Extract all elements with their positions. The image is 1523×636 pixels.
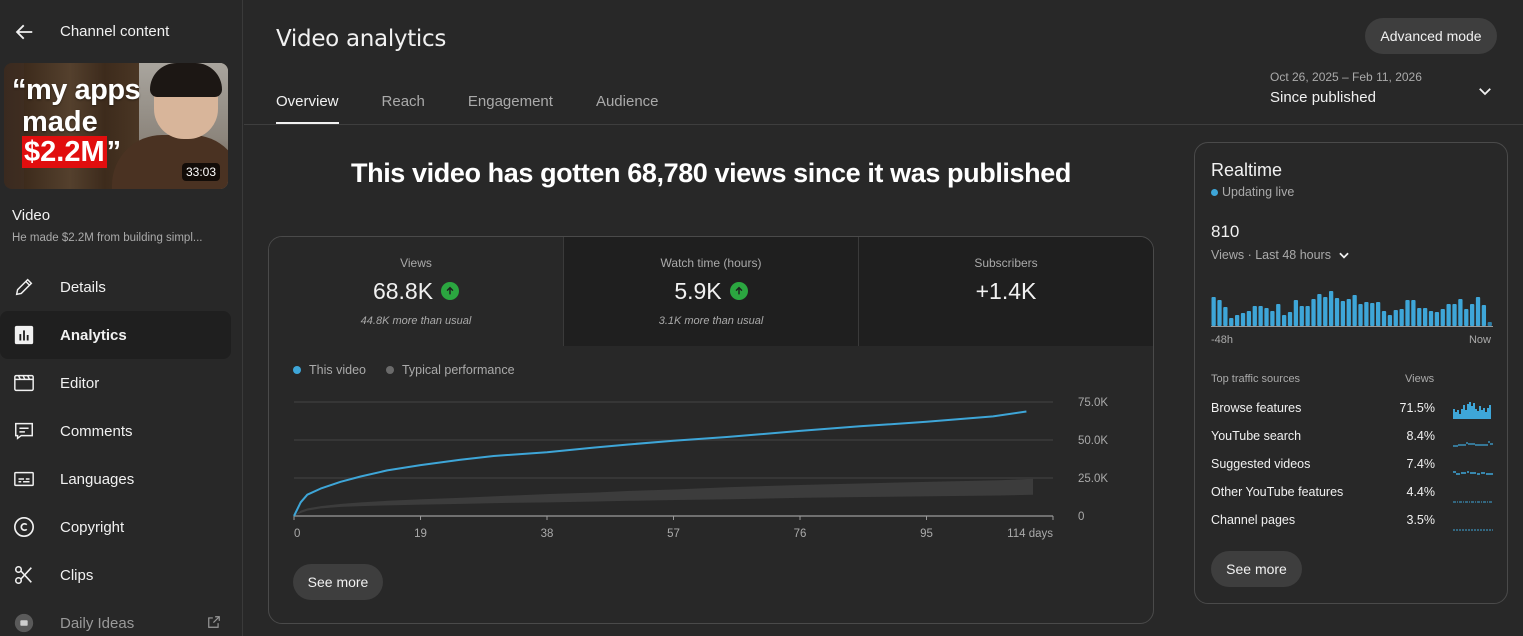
overview-card: Views 68.8K 44.8K more than usual Watch … bbox=[268, 236, 1154, 624]
video-duration-badge: 33:03 bbox=[181, 163, 220, 181]
sparkline bbox=[1453, 471, 1493, 475]
copyright-icon bbox=[12, 515, 36, 539]
thumbnail-text-line2: made bbox=[22, 106, 98, 138]
sparkline bbox=[1453, 402, 1491, 419]
advanced-mode-button[interactable]: Advanced mode bbox=[1365, 18, 1497, 54]
back-button[interactable] bbox=[10, 18, 38, 46]
metric-views[interactable]: Views 68.8K 44.8K more than usual bbox=[269, 237, 564, 346]
svg-text:114 days: 114 days bbox=[1007, 528, 1053, 540]
see-more-button[interactable]: See more bbox=[293, 564, 383, 600]
trend-up-icon bbox=[729, 282, 748, 300]
live-dot-icon bbox=[1211, 188, 1218, 196]
tab-overview[interactable]: Overview bbox=[276, 80, 339, 125]
external-link-icon bbox=[207, 615, 221, 634]
metric-watch-time[interactable]: Watch time (hours) 5.9K 3.1K more than u… bbox=[564, 237, 859, 346]
video-description: He made $2.2M from building simpl... bbox=[12, 232, 203, 244]
comment-icon bbox=[12, 419, 36, 443]
sidebar-item-clips[interactable]: Clips bbox=[0, 551, 231, 599]
video-label: Video bbox=[12, 207, 51, 224]
analytics-icon bbox=[12, 323, 36, 347]
sidebar-item-analytics[interactable]: Analytics bbox=[0, 311, 231, 359]
sidebar-item-editor[interactable]: Editor bbox=[0, 359, 231, 407]
views-line-chart: 75.0K 50.0K 25.0K 0 0 19 38 57 76 95 114 days bbox=[293, 397, 1108, 540]
svg-text:38: 38 bbox=[541, 528, 554, 540]
svg-text:19: 19 bbox=[414, 528, 427, 540]
traffic-source-row[interactable]: Browse features 71.5% bbox=[1211, 401, 1493, 421]
header-divider bbox=[244, 124, 1523, 125]
sidebar-nav: Details Analytics Editor Comments Langua… bbox=[0, 263, 243, 636]
realtime-view-count: 810 bbox=[1211, 222, 1240, 241]
trend-up-icon bbox=[441, 282, 460, 300]
arrow-left-icon bbox=[15, 24, 33, 40]
realtime-title: Realtime bbox=[1211, 160, 1283, 180]
sparkline bbox=[1453, 501, 1493, 503]
realtime-bar-chart bbox=[1211, 291, 1493, 327]
date-range-dates: Oct 26, 2025 – Feb 11, 2026 bbox=[1270, 70, 1422, 84]
tab-audience[interactable]: Audience bbox=[595, 93, 659, 110]
svg-text:76: 76 bbox=[794, 528, 807, 540]
traffic-source-row[interactable]: Suggested videos 7.4% bbox=[1211, 457, 1493, 477]
pencil-icon bbox=[12, 275, 36, 299]
clapperboard-icon bbox=[12, 371, 36, 395]
svg-text:75.0K: 75.0K bbox=[1078, 397, 1108, 409]
realtime-period-dropdown[interactable]: Views · Last 48 hours bbox=[1211, 248, 1351, 262]
sidebar-item-details[interactable]: Details bbox=[0, 263, 231, 311]
chevron-down-icon bbox=[1339, 252, 1349, 259]
svg-text:25.0K: 25.0K bbox=[1078, 473, 1108, 485]
traffic-source-row[interactable]: YouTube search 8.4% bbox=[1211, 429, 1493, 449]
sidebar-item-languages[interactable]: Languages bbox=[0, 455, 231, 503]
metric-subscribers[interactable]: Subscribers +1.4K bbox=[859, 237, 1153, 346]
channel-content-title: Channel content bbox=[60, 23, 170, 40]
views-headline: This video has gotten 68,780 views since… bbox=[351, 158, 1071, 188]
svg-text:0: 0 bbox=[294, 528, 300, 540]
traffic-sources-header: Top traffic sources Views bbox=[1211, 373, 1435, 385]
analytics-tabs: Overview Reach Engagement Audience bbox=[276, 80, 702, 125]
traffic-source-row[interactable]: Channel pages 3.5% bbox=[1211, 513, 1493, 533]
svg-text:0: 0 bbox=[1078, 511, 1084, 523]
legend-this-video: This video bbox=[293, 363, 366, 377]
traffic-source-row[interactable]: Other YouTube features 4.4% bbox=[1211, 485, 1493, 505]
realtime-see-more-button[interactable]: See more bbox=[1211, 551, 1302, 587]
chevron-down-icon bbox=[1476, 82, 1494, 105]
svg-text:95: 95 bbox=[920, 528, 933, 540]
sidebar-header: Channel content bbox=[0, 12, 243, 50]
date-range-selector[interactable]: Oct 26, 2025 – Feb 11, 2026 Since publis… bbox=[1270, 70, 1500, 114]
sidebar-item-copyright[interactable]: Copyright bbox=[0, 503, 231, 551]
page-title: Video analytics bbox=[276, 26, 447, 52]
sparkline bbox=[1453, 529, 1493, 531]
sidebar: Channel content “my apps made $2.2M” 33:… bbox=[0, 0, 243, 636]
main-content: Video analytics Advanced mode Overview R… bbox=[244, 0, 1523, 636]
thumbnail-text-line3: $2.2M” bbox=[22, 136, 122, 168]
sidebar-item-daily-ideas[interactable]: Daily Ideas bbox=[0, 599, 231, 636]
scissors-icon bbox=[12, 563, 36, 587]
subtitles-icon bbox=[12, 467, 36, 491]
video-thumbnail[interactable]: “my apps made $2.2M” 33:03 bbox=[4, 63, 228, 189]
sidebar-item-comments[interactable]: Comments bbox=[0, 407, 231, 455]
thumbnail-text-line1: “my apps bbox=[12, 74, 141, 106]
legend-typical-performance: Typical performance bbox=[385, 363, 515, 377]
daily-ideas-icon bbox=[12, 611, 36, 635]
realtime-card: Realtime Updating live 810 Views · Last … bbox=[1194, 142, 1508, 604]
tab-reach[interactable]: Reach bbox=[381, 93, 425, 110]
svg-text:57: 57 bbox=[667, 528, 680, 540]
date-range-label: Since published bbox=[1270, 89, 1376, 106]
sparkline bbox=[1453, 441, 1493, 447]
chart-legend: This video Typical performance bbox=[293, 363, 515, 377]
svg-text:50.0K: 50.0K bbox=[1078, 435, 1108, 447]
metric-tabs: Views 68.8K 44.8K more than usual Watch … bbox=[269, 237, 1153, 346]
updating-live-status: Updating live bbox=[1211, 185, 1294, 199]
tab-engagement[interactable]: Engagement bbox=[467, 93, 553, 110]
